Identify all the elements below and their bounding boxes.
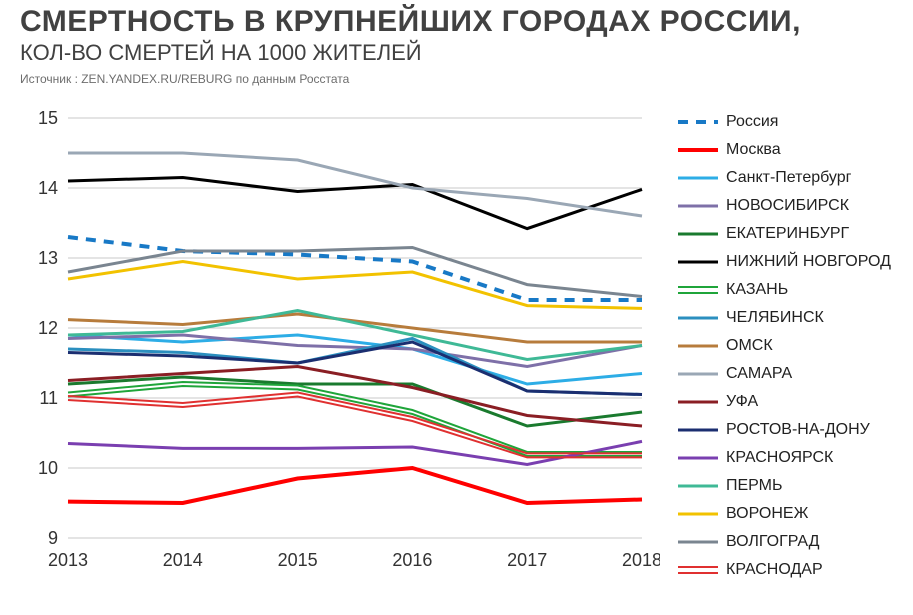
series-line <box>68 153 642 216</box>
legend-swatch <box>678 560 718 580</box>
legend-label: ПЕРМЬ <box>726 477 783 495</box>
legend-item: КРАСНОДАР <box>678 556 903 584</box>
legend-item: УФА <box>678 388 903 416</box>
chart-header: СМЕРТНОСТЬ В КРУПНЕЙШИХ ГОРОДАХ РОССИИ, … <box>20 6 801 86</box>
series-line <box>68 367 642 427</box>
legend-item: КАЗАНЬ <box>678 276 903 304</box>
legend-label: САМАРА <box>726 365 792 383</box>
legend-label: ЧЕЛЯБИНСК <box>726 309 824 327</box>
legend-label: КРАСНОДАР <box>726 561 823 579</box>
legend-label: КАЗАНЬ <box>726 281 788 299</box>
legend-item: Москва <box>678 136 903 164</box>
mortality-line-chart: 9 10 11 12 13 14 15 2013 2014 2015 2016 2017 2018 <box>20 108 660 578</box>
source-line: Источник : ZEN.YANDEX.RU/REBURG по данны… <box>20 72 801 86</box>
legend-swatch <box>678 224 718 244</box>
legend-label: НОВОСИБИРСК <box>726 197 849 215</box>
legend-label: ВОЛГОГРАД <box>726 533 819 551</box>
legend-swatch <box>678 112 718 132</box>
legend-label: УФА <box>726 393 758 411</box>
x-tick-label: 2017 <box>507 550 547 570</box>
y-tick-label: 9 <box>48 528 58 548</box>
legend-item: Россия <box>678 108 903 136</box>
legend-item: ОМСК <box>678 332 903 360</box>
legend-swatch <box>678 448 718 468</box>
y-tick-label: 12 <box>38 318 58 338</box>
series-line <box>68 248 642 297</box>
x-tick-label: 2013 <box>48 550 88 570</box>
title-line-1: СМЕРТНОСТЬ В КРУПНЕЙШИХ ГОРОДАХ РОССИИ, <box>20 6 801 38</box>
x-tick-label: 2014 <box>163 550 203 570</box>
legend-label: КРАСНОЯРСК <box>726 449 833 467</box>
legend-item: Санкт-Петербург <box>678 164 903 192</box>
y-tick-label: 11 <box>39 388 58 408</box>
legend-label: НИЖНИЙ НОВГОРОД <box>726 253 891 271</box>
legend-item: ЕКАТЕРИНБУРГ <box>678 220 903 248</box>
legend-item: САМАРА <box>678 360 903 388</box>
y-tick-label: 14 <box>38 178 58 198</box>
legend-label: ЕКАТЕРИНБУРГ <box>726 225 849 243</box>
y-tick-label: 13 <box>38 248 58 268</box>
chart-legend: Россия Москва Санкт-Петербург НОВОСИБИРСК ЕК… <box>678 108 903 584</box>
legend-swatch <box>678 252 718 272</box>
x-tick-label: 2015 <box>278 550 318 570</box>
legend-swatch <box>678 476 718 496</box>
legend-label: Москва <box>726 141 781 159</box>
x-tick-label: 2018 <box>622 550 660 570</box>
legend-label: Санкт-Петербург <box>726 169 851 187</box>
legend-item: РОСТОВ-НА-ДОНУ <box>678 416 903 444</box>
legend-swatch <box>678 308 718 328</box>
legend-item: ВОЛГОГРАД <box>678 528 903 556</box>
legend-swatch <box>678 336 718 356</box>
legend-label: РОСТОВ-НА-ДОНУ <box>726 421 870 439</box>
legend-label: ВОРОНЕЖ <box>726 505 808 523</box>
series-line <box>68 237 642 300</box>
legend-item: НИЖНИЙ НОВГОРОД <box>678 248 903 276</box>
y-tick-label: 10 <box>38 458 58 478</box>
legend-swatch <box>678 504 718 524</box>
legend-swatch <box>678 420 718 440</box>
legend-item: НОВОСИБИРСК <box>678 192 903 220</box>
legend-label: ОМСК <box>726 337 773 355</box>
legend-swatch <box>678 196 718 216</box>
legend-item: КРАСНОЯРСК <box>678 444 903 472</box>
legend-swatch <box>678 140 718 160</box>
series-line <box>68 468 642 503</box>
y-tick-label: 15 <box>38 108 58 128</box>
legend-swatch <box>678 168 718 188</box>
legend-swatch <box>678 280 718 300</box>
legend-item: ЧЕЛЯБИНСК <box>678 304 903 332</box>
x-tick-label: 2016 <box>392 550 432 570</box>
legend-item: ПЕРМЬ <box>678 472 903 500</box>
legend-label: Россия <box>726 113 778 131</box>
legend-item: ВОРОНЕЖ <box>678 500 903 528</box>
legend-swatch <box>678 392 718 412</box>
title-line-2: КОЛ-ВО СМЕРТЕЙ НА 1000 ЖИТЕЛЕЙ <box>20 40 801 66</box>
legend-swatch <box>678 532 718 552</box>
legend-swatch <box>678 364 718 384</box>
